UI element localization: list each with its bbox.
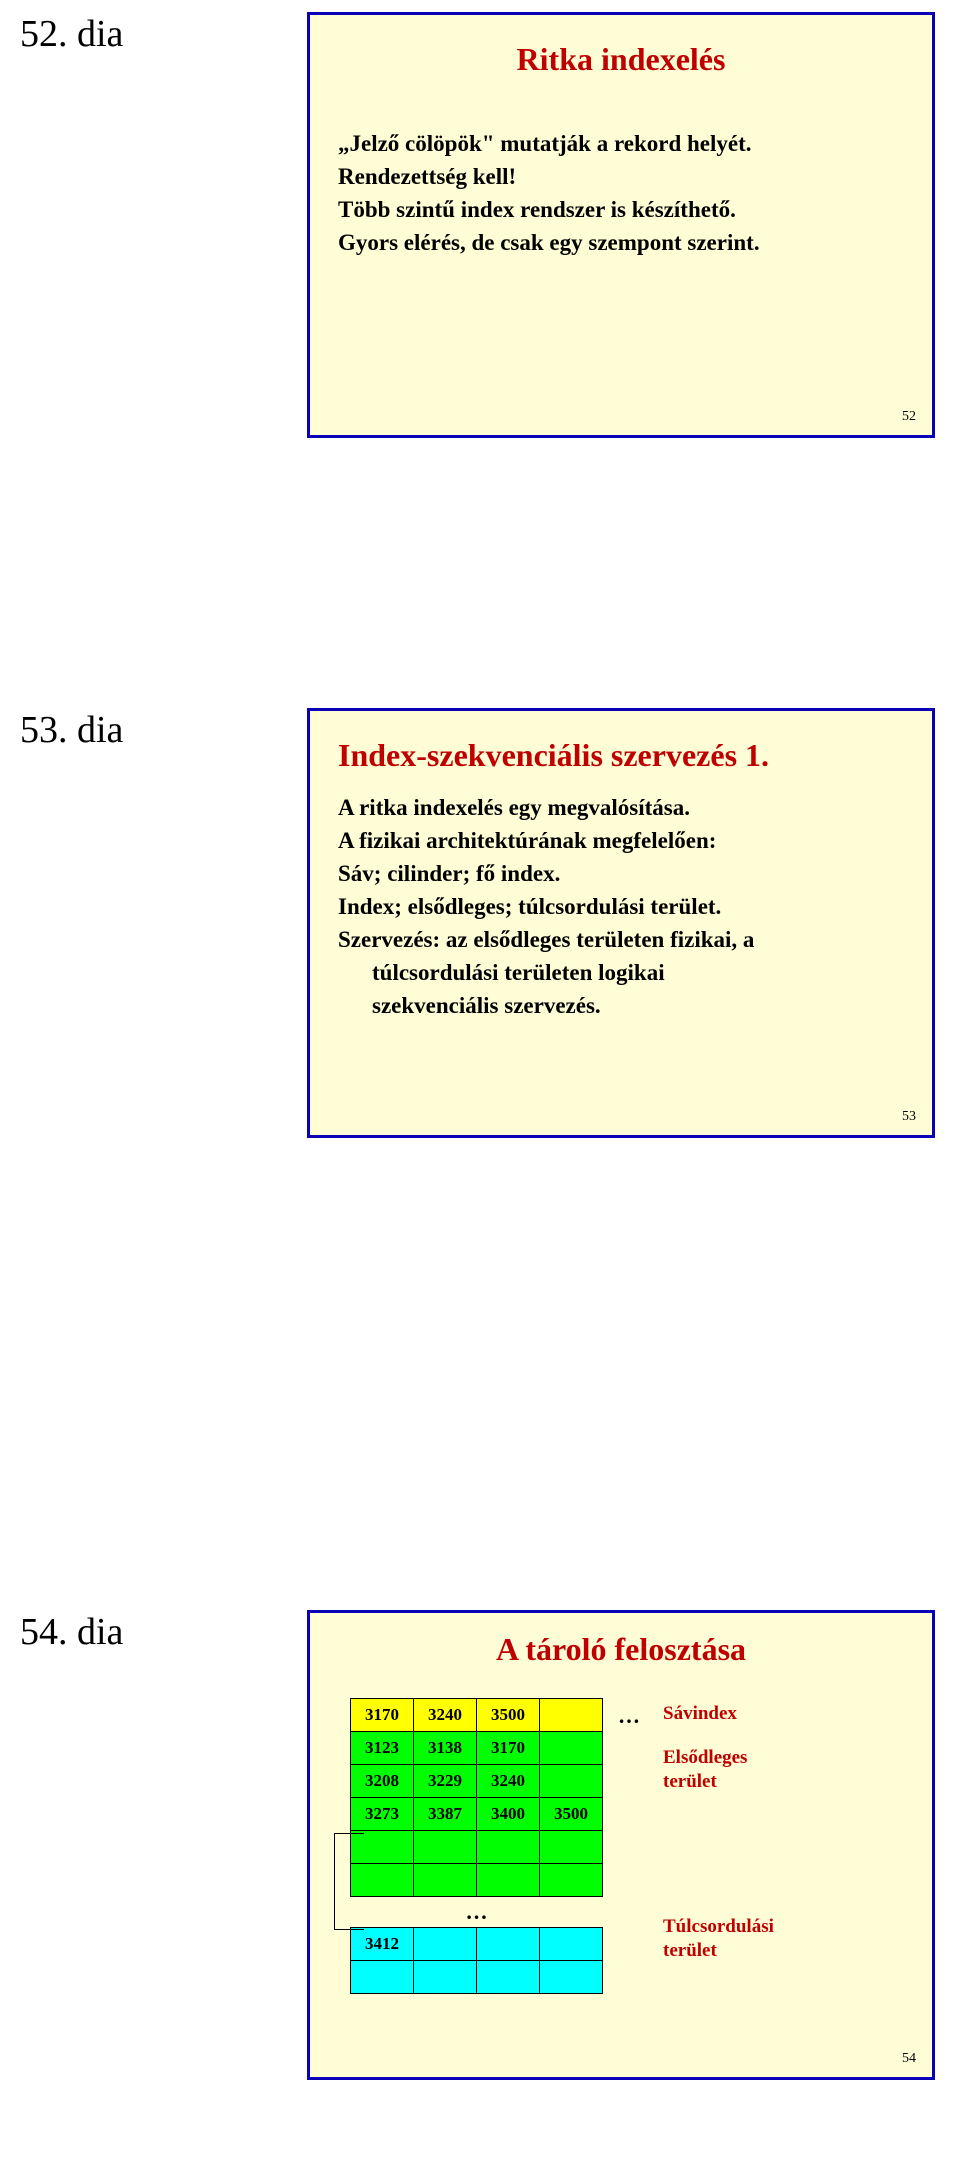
slide-53-line-1: A ritka indexelés egy megvalósítása. (338, 792, 904, 823)
ellipsis-row: … (351, 1897, 603, 1928)
cell-g0-1: 3138 (414, 1732, 477, 1765)
legend-elsodleges-1: Elsődleges (663, 1747, 747, 1768)
slide-53-body: A ritka indexelés egy megvalósítása. A f… (338, 792, 904, 1021)
cell-g1-1: 3229 (414, 1765, 477, 1798)
cell-g2-2: 3400 (477, 1798, 540, 1831)
storage-diagram: 3170 3240 3500 3123 3138 3170 3208 3229 (338, 1698, 904, 1994)
cell-y-2: 3500 (477, 1699, 540, 1732)
slide-53-line-2: A fizikai architektúrának megfelelően: (338, 825, 904, 856)
cell-c0-1 (414, 1928, 477, 1961)
slide-52-line-4: Gyors elérés, de csak egy szempont szeri… (338, 227, 904, 258)
slide-53-line-6: túlcsordulási területen logikai (338, 957, 904, 988)
cell-g2-0: 3273 (351, 1798, 414, 1831)
slide-54-title: A tároló felosztása (338, 1631, 904, 1668)
legend-elsodleges: Elsődleges terület (663, 1746, 774, 1794)
green-ellipsis: … (351, 1897, 603, 1928)
primary-row-0: 3123 3138 3170 (351, 1732, 603, 1765)
cell-c1-3 (540, 1961, 603, 1994)
yellow-ellipsis-cell: … (618, 1702, 640, 1730)
slide-53-card: Index-szekvenciális szervezés 1. A ritka… (307, 708, 935, 1138)
cell-g2-1: 3387 (414, 1798, 477, 1831)
cell-y-1: 3240 (414, 1699, 477, 1732)
cell-c1-0 (351, 1961, 414, 1994)
cell-y-3 (540, 1699, 603, 1732)
slide-54-pagenum: 54 (902, 2051, 916, 2067)
slide-52-card: Ritka indexelés „Jelző cölöpök" mutatják… (307, 12, 935, 438)
slide-52-line-2: Rendezettség kell! (338, 161, 904, 192)
cell-g0-3 (540, 1732, 603, 1765)
cell-g1-3 (540, 1765, 603, 1798)
slide-53-pagenum: 53 (902, 1109, 916, 1125)
cell-g3-0 (351, 1831, 414, 1864)
cell-c0-3 (540, 1928, 603, 1961)
slide-52-label: 52. dia (20, 14, 123, 56)
legend-elsodleges-2: terület (663, 1771, 717, 1792)
cell-c0-0: 3412 (351, 1928, 414, 1961)
slide-53-line-4: Index; elsődleges; túlcsordulási terület… (338, 891, 904, 922)
slide-54-card: A tároló felosztása 3170 3240 3500 3123 … (307, 1610, 935, 2080)
cell-c1-1 (414, 1961, 477, 1994)
slide-52-line-3: Több szintű index rendszer is készíthető… (338, 194, 904, 225)
overflow-row-1 (351, 1961, 603, 1994)
primary-row-2: 3273 3387 3400 3500 (351, 1798, 603, 1831)
primary-row-3 (351, 1831, 603, 1864)
slide-54-label: 54. dia (20, 1612, 123, 1654)
cell-g3-3 (540, 1831, 603, 1864)
slide-52-body: „Jelző cölöpök" mutatják a rekord helyét… (338, 128, 904, 258)
connector-bot-h (334, 1929, 364, 1930)
storage-table: 3170 3240 3500 3123 3138 3170 3208 3229 (350, 1698, 603, 1994)
cell-g4-2 (477, 1864, 540, 1897)
cell-g1-2: 3240 (477, 1765, 540, 1798)
connector-top-h (334, 1833, 364, 1834)
slide-53-label: 53. dia (20, 710, 123, 752)
savindex-row: 3170 3240 3500 (351, 1699, 603, 1732)
legend: … Sávindex Elsődleges terület Túlcsordul… (663, 1698, 774, 1963)
cell-c0-2 (477, 1928, 540, 1961)
slide-53-line-3: Sáv; cilinder; fő index. (338, 858, 904, 889)
primary-row-1: 3208 3229 3240 (351, 1765, 603, 1798)
slide-53-line-7: szekvenciális szervezés. (338, 990, 904, 1021)
cell-g0-0: 3123 (351, 1732, 414, 1765)
slide-53-line-5: Szervezés: az elsődleges területen fizik… (338, 924, 904, 955)
cell-g4-3 (540, 1864, 603, 1897)
connector-v (334, 1833, 335, 1929)
legend-savindex: Sávindex (663, 1702, 774, 1726)
legend-tulcs-2: terület (663, 1940, 717, 1961)
slide-53-title: Index-szekvenciális szervezés 1. (338, 737, 904, 774)
cell-y-0: 3170 (351, 1699, 414, 1732)
cell-g4-1 (414, 1864, 477, 1897)
page: 52. dia Ritka indexelés „Jelző cölöpök" … (0, 0, 960, 2174)
primary-row-4 (351, 1864, 603, 1897)
cell-g4-0 (351, 1864, 414, 1897)
legend-tulcsordulasi: Túlcsordulási terület (663, 1915, 774, 1963)
cell-g0-2: 3170 (477, 1732, 540, 1765)
cell-c1-2 (477, 1961, 540, 1994)
legend-tulcs-1: Túlcsordulási (663, 1916, 774, 1937)
overflow-row-0: 3412 (351, 1928, 603, 1961)
cell-g2-3: 3500 (540, 1798, 603, 1831)
slide-52-title: Ritka indexelés (338, 41, 904, 78)
cell-g3-1 (414, 1831, 477, 1864)
cell-g1-0: 3208 (351, 1765, 414, 1798)
slide-52-pagenum: 52 (902, 409, 916, 425)
cell-g3-2 (477, 1831, 540, 1864)
slide-52-line-1: „Jelző cölöpök" mutatják a rekord helyét… (338, 128, 904, 159)
